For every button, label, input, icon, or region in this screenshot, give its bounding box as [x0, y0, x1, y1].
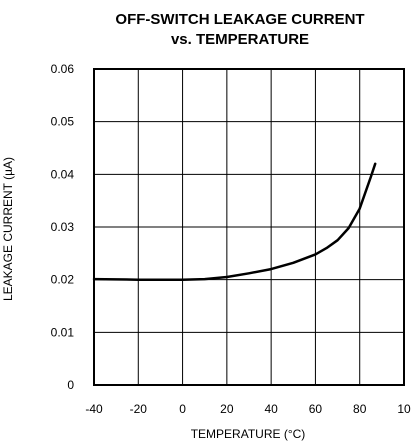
y-tick-label: 0.01: [51, 325, 75, 339]
chart-title-line1: OFF-SWITCH LEAKAGE CURRENT: [115, 11, 364, 28]
x-tick-label: 60: [309, 402, 323, 416]
y-tick-label: 0.05: [51, 115, 75, 129]
x-tick-label: -40: [85, 402, 103, 416]
y-tick-label: 0.03: [51, 220, 75, 234]
series-layer: [92, 162, 377, 281]
x-tick-label: -20: [130, 402, 148, 416]
x-tick-label: 40: [264, 402, 278, 416]
x-tick-label: 0: [179, 402, 186, 416]
plot-frame: [93, 68, 405, 386]
tick-labels: -40 -20 0 20 40 60 80 1000.010.020.030.040.050.…: [51, 62, 411, 416]
y-tick-label: 0.04: [51, 167, 75, 181]
x-axis-label: TEMPERATURE (°C): [191, 427, 306, 441]
y-tick-label: 0.06: [51, 62, 75, 76]
x-tick-label: 20: [220, 402, 234, 416]
grid: [94, 69, 404, 385]
y-tick-label: 0: [67, 378, 74, 392]
x-tick-label: 10: [397, 402, 411, 416]
x-tick-label: 80: [353, 402, 367, 416]
y-tick-label: 0.02: [51, 273, 75, 287]
chart-title-line2: vs. TEMPERATURE: [171, 31, 309, 48]
leakage-current-line: [92, 162, 377, 281]
y-axis-label: LEAKAGE CURRENT (µA): [1, 157, 15, 301]
